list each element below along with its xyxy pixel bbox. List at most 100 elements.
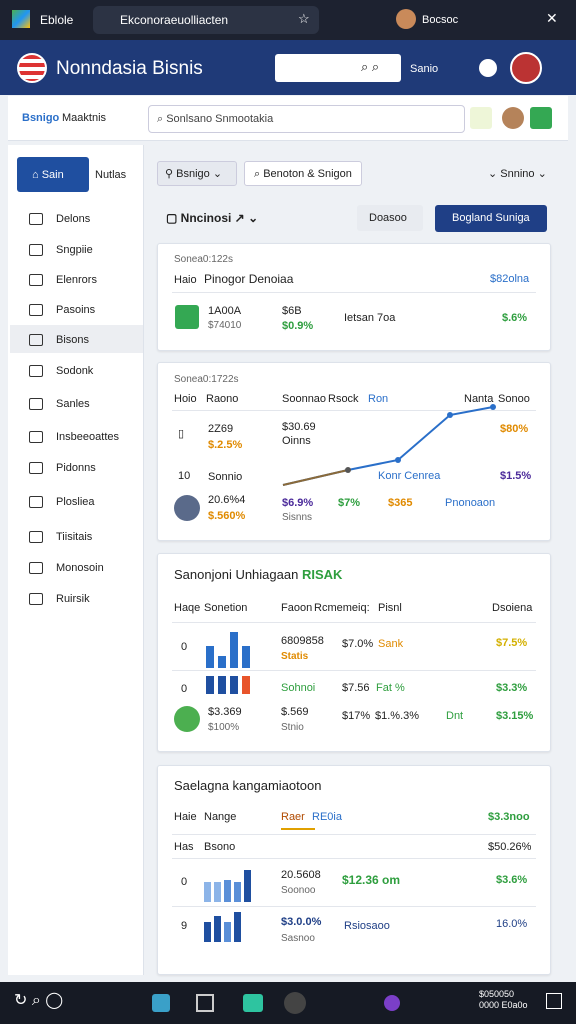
cell: $.6% — [502, 312, 528, 324]
cell: Bsono — [204, 841, 236, 853]
cell: $7.56 — [342, 682, 370, 694]
taskbar-icon[interactable]: ↻ ⌕ ◯ — [14, 992, 64, 1009]
sidebar-icon — [29, 496, 43, 508]
avatar[interactable] — [396, 9, 416, 29]
icon[interactable] — [479, 59, 497, 77]
avatar[interactable] — [502, 107, 524, 129]
divider — [172, 834, 536, 835]
title: Sanonjoni Unhiagaan RISAK — [174, 568, 342, 582]
header: Rcmemeiq: — [314, 602, 370, 614]
mini-bars — [204, 870, 251, 942]
sidebar-icon — [29, 562, 43, 574]
search[interactable] — [275, 54, 401, 82]
close[interactable]: ✕ — [546, 10, 558, 26]
indicator — [281, 828, 315, 830]
star[interactable]: ☆ — [298, 11, 310, 26]
cell: $.560% — [208, 510, 246, 522]
cell: $3.15% — [496, 710, 534, 722]
sidebar-tab[interactable]: Nutlas — [95, 169, 127, 181]
cell: 1A00A — [208, 305, 242, 317]
sub-search[interactable] — [148, 105, 465, 133]
tray-icon[interactable] — [384, 995, 400, 1011]
flag — [17, 53, 47, 83]
taskbar-icon[interactable] — [196, 994, 214, 1012]
divider — [172, 410, 536, 411]
sidebar-item[interactable]: Sngpiie — [56, 244, 93, 256]
sidebar-icon — [29, 398, 43, 410]
sort[interactable]: ⌄ Snnino ⌄ — [488, 168, 547, 180]
cell: Ietsan 7oa — [344, 311, 395, 325]
header: Sonetion — [204, 602, 248, 614]
sub-search-value: Sonlsano Snmootakia — [166, 113, 274, 125]
profile-name: Bocsoc — [422, 14, 459, 26]
cell: $3.369 — [208, 706, 242, 718]
taskbar-icon[interactable] — [152, 994, 170, 1012]
sidebar-item[interactable]: Pidonns — [56, 462, 96, 474]
taskbar-icon[interactable] — [243, 994, 263, 1012]
sidebar-item[interactable]: Insbeeoattes — [56, 431, 119, 443]
header: Haqe — [174, 602, 201, 614]
label: Sonea0:122s — [174, 254, 233, 265]
menu[interactable]: Sanio — [410, 63, 439, 75]
header: Soonnao — [282, 393, 327, 405]
accent: RISAK — [301, 567, 343, 582]
filter-label: ⌕ Benoton & Snigon — [254, 168, 352, 180]
cell: $1.5% — [500, 470, 532, 482]
icon — [175, 305, 199, 329]
cell: 9 — [181, 920, 188, 932]
icon[interactable] — [530, 107, 552, 129]
sidebar-item[interactable]: Sodonk — [56, 365, 94, 377]
sidebar-item[interactable]: Pasoins — [56, 304, 96, 316]
brand: Bsnigo — [22, 112, 60, 124]
notifications[interactable] — [546, 993, 562, 1009]
cell: Dnt — [446, 710, 464, 722]
cell: $365 — [388, 497, 413, 509]
header: Pisnl — [378, 602, 402, 614]
cell: $0.9% — [282, 320, 314, 332]
sidebar-item[interactable]: Plosliea — [56, 496, 95, 508]
sidebar-item[interactable]: Elenrors — [56, 274, 97, 286]
sidebar-icon — [29, 244, 43, 256]
card — [157, 765, 551, 975]
cell: $80% — [500, 423, 529, 435]
card — [157, 553, 551, 752]
tab-active[interactable] — [93, 6, 319, 34]
divider — [172, 906, 536, 907]
tab[interactable]: Eblole — [40, 13, 74, 27]
button[interactable] — [357, 205, 423, 231]
clock: $050050 0000 E0a0o — [479, 989, 528, 1010]
text: Sanonjoni Unhiagaan — [174, 567, 299, 582]
header: Nanta — [464, 393, 494, 405]
cell: $3.3% — [496, 682, 528, 694]
cell: Stnio — [281, 722, 304, 733]
sidebar-item[interactable]: Monosoin — [56, 562, 104, 574]
cell: Sonnio — [208, 471, 243, 483]
header: Faoon — [281, 602, 313, 614]
filter[interactable] — [244, 161, 362, 186]
sub-search-text: ⌕ Sonlsano Snmootakia — [157, 113, 274, 125]
cell: $.2.5% — [208, 439, 243, 451]
sidebar-item[interactable]: Ruirsik — [56, 593, 90, 605]
sidebar-icon — [29, 304, 43, 316]
sidebar-active[interactable] — [17, 157, 89, 192]
button[interactable] — [435, 205, 547, 232]
sidebar-item[interactable]: Bisons — [56, 334, 90, 346]
icon[interactable] — [470, 107, 492, 129]
label: Nncinosi — [180, 211, 232, 225]
cell: $12.36 om — [342, 873, 401, 887]
value: $82olna — [490, 273, 530, 285]
user-avatar[interactable] — [510, 52, 542, 84]
cell: Soonoo — [281, 885, 316, 896]
sidebar-item[interactable]: Delons — [56, 213, 91, 225]
header: Raono — [206, 393, 239, 405]
app-title: Nonndasia Bisnis — [56, 58, 203, 79]
card — [157, 362, 551, 541]
taskbar-icon[interactable] — [284, 992, 306, 1014]
sidebar-icon — [29, 431, 43, 443]
cell: $74010 — [208, 320, 242, 331]
sidebar-item[interactable]: Sanles — [56, 398, 90, 410]
sidebar-icon — [29, 334, 43, 346]
sidebar-item[interactable]: Tiisitais — [56, 531, 93, 543]
filter[interactable] — [157, 161, 237, 186]
button-label: Doasoo — [369, 212, 407, 224]
